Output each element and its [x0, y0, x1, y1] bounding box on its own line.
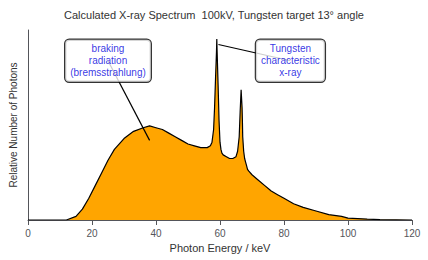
svg-text:(bremsstrahlung): (bremsstrahlung) [70, 67, 146, 78]
svg-text:40: 40 [150, 228, 162, 239]
svg-text:Tungsten: Tungsten [270, 43, 311, 54]
svg-text:Relative Number of Photons: Relative Number of Photons [8, 62, 19, 187]
svg-text:60: 60 [214, 228, 226, 239]
svg-text:radiation: radiation [89, 55, 127, 66]
svg-text:80: 80 [278, 228, 290, 239]
svg-text:120: 120 [404, 228, 421, 239]
svg-text:characteristic: characteristic [261, 55, 320, 66]
svg-text:100: 100 [340, 228, 357, 239]
svg-text:0: 0 [25, 228, 31, 239]
svg-text:Photon Energy / keV: Photon Energy / keV [170, 242, 272, 254]
svg-text:x-ray: x-ray [279, 67, 301, 78]
svg-text:braking: braking [92, 43, 125, 54]
svg-text:20: 20 [86, 228, 98, 239]
svg-text:Calculated X-ray Spectrum 100: Calculated X-ray Spectrum 100kV, Tungste… [64, 9, 364, 21]
